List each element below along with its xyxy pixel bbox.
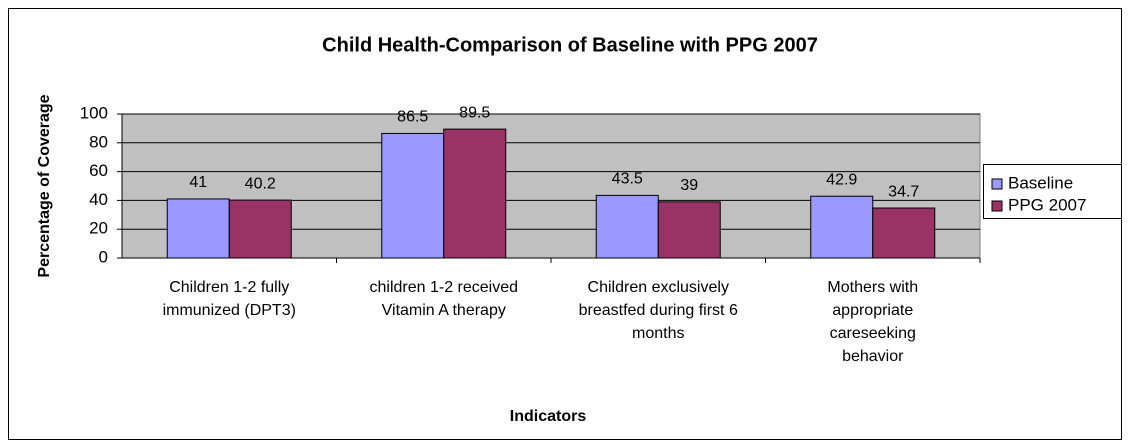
bar [381,132,445,259]
x-tick-label: children 1-2 received Vitamin A therapy [369,279,518,319]
legend [983,164,1122,219]
y-tick-label: 0 [99,247,108,266]
x-tick-label: Children exclusively breastfed during fir… [579,279,738,342]
value-label: 34.7 [888,183,919,200]
value-label: 42.9 [826,171,857,188]
x-tick-label: Children 1-2 fully immunized (DPT3) [163,279,296,319]
value-label: 41 [189,174,207,191]
y-tick-label: 20 [89,219,108,238]
legend-swatch [991,200,1003,212]
bar [872,207,936,259]
bar [228,199,292,259]
legend-label: Baseline [1008,173,1073,192]
bar [595,194,659,259]
value-label: 43.5 [612,171,643,188]
x-axis-label: Indicators [510,408,587,425]
value-label: 39 [680,177,698,194]
value-label: 89.5 [459,104,490,121]
bar [166,198,230,259]
bar [443,128,507,259]
y-tick-label: 80 [89,132,108,151]
bar [810,195,874,259]
chart-title: Child Health-Comparison of Baseline with… [322,34,818,56]
y-tick-label: 40 [89,190,108,209]
x-tick-label: Mothers with appropriate careseeking behavi… [827,279,918,365]
value-label: 40.2 [245,175,276,192]
bar [657,201,721,259]
y-tick-label: 60 [89,161,108,180]
y-axis-label: Percentage of Coverage [36,94,53,277]
legend-label: PPG 2007 [1008,195,1086,214]
y-tick-label: 100 [80,103,108,122]
legend-swatch [991,178,1003,190]
value-label: 86.5 [397,109,428,126]
